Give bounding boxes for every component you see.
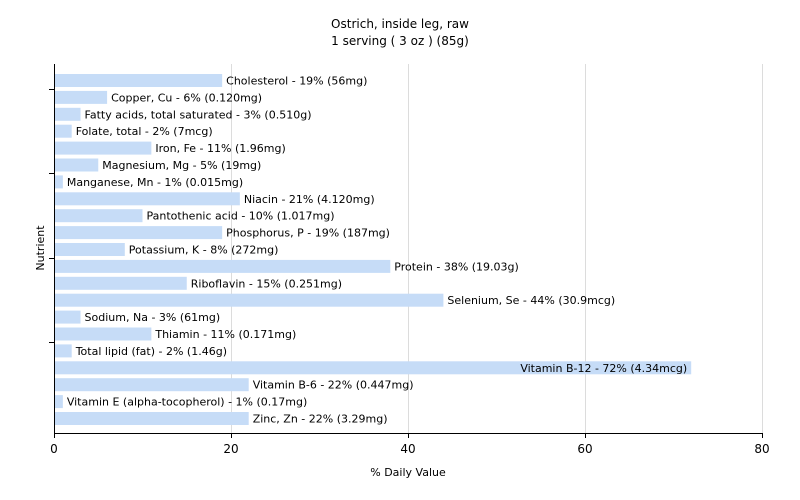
- x-tick-label: 80: [754, 442, 769, 456]
- bar: [54, 276, 187, 290]
- bar-label: Total lipid (fat) - 2% (1.46g): [75, 345, 227, 358]
- bar-label: Manganese, Mn - 1% (0.015mg): [67, 176, 243, 189]
- bar: [54, 327, 152, 341]
- y-axis-title: Nutrient: [34, 225, 47, 271]
- bar: [54, 293, 444, 307]
- bar: [54, 175, 63, 189]
- bar-label: Selenium, Se - 44% (30.9mcg): [447, 294, 615, 307]
- bar-label: Niacin - 21% (4.120mg): [244, 193, 375, 206]
- bar-label: Riboflavin - 15% (0.251mg): [191, 277, 342, 290]
- bar: [54, 344, 72, 358]
- bar-label: Vitamin B-12 - 72% (4.34mcg): [520, 362, 687, 375]
- chart-title: Ostrich, inside leg, raw: [331, 17, 469, 31]
- x-axis-title: % Daily Value: [370, 466, 446, 479]
- bar: [54, 226, 223, 240]
- bar-label: Sodium, Na - 3% (61mg): [85, 311, 221, 324]
- bar: [54, 107, 81, 121]
- bar: [54, 124, 72, 138]
- bar-label: Vitamin E (alpha-tocopherol) - 1% (0.17m…: [67, 396, 307, 409]
- bar: [54, 395, 63, 409]
- bar-label: Thiamin - 11% (0.171mg): [154, 328, 296, 341]
- bar-label: Pantothenic acid - 10% (1.017mg): [147, 210, 335, 223]
- bar-label: Iron, Fe - 11% (1.96mg): [155, 142, 285, 155]
- bar-label: Fatty acids, total saturated - 3% (0.510…: [85, 108, 312, 121]
- bar-label: Copper, Cu - 6% (0.120mg): [111, 91, 262, 104]
- bar-label: Magnesium, Mg - 5% (19mg): [102, 159, 261, 172]
- bar-label: Folate, total - 2% (7mcg): [76, 125, 213, 138]
- bar: [54, 378, 249, 392]
- bar-label: Cholesterol - 19% (56mg): [226, 75, 367, 88]
- chart-subtitle: 1 serving ( 3 oz ) (85g): [331, 34, 469, 48]
- bar: [54, 141, 152, 155]
- bar: [54, 158, 99, 172]
- x-tick-label: 0: [50, 442, 58, 456]
- bars: Cholesterol - 19% (56mg) Copper, Cu - 6% …: [54, 74, 692, 426]
- axes: 0 20 40 60 80: [49, 64, 770, 456]
- x-tick-label: 40: [400, 442, 415, 456]
- bar: [54, 259, 391, 273]
- bar: [54, 209, 143, 223]
- x-tick-label: 60: [577, 442, 592, 456]
- bar-label: Vitamin B-6 - 22% (0.447mg): [253, 379, 414, 392]
- bar: [54, 90, 108, 104]
- bar: [54, 310, 81, 324]
- bar: [54, 412, 249, 425]
- bar: [54, 243, 125, 256]
- bar-label: Phosphorus, P - 19% (187mg): [226, 227, 390, 240]
- bar-label: Zinc, Zn - 22% (3.29mg): [253, 413, 388, 426]
- x-tick-label: 20: [223, 442, 238, 456]
- bar: [54, 192, 240, 206]
- bar-label: Protein - 38% (19.03g): [394, 260, 519, 273]
- bar: [54, 74, 223, 87]
- bar: [54, 361, 692, 375]
- bar-label: Potassium, K - 8% (272mg): [129, 244, 279, 257]
